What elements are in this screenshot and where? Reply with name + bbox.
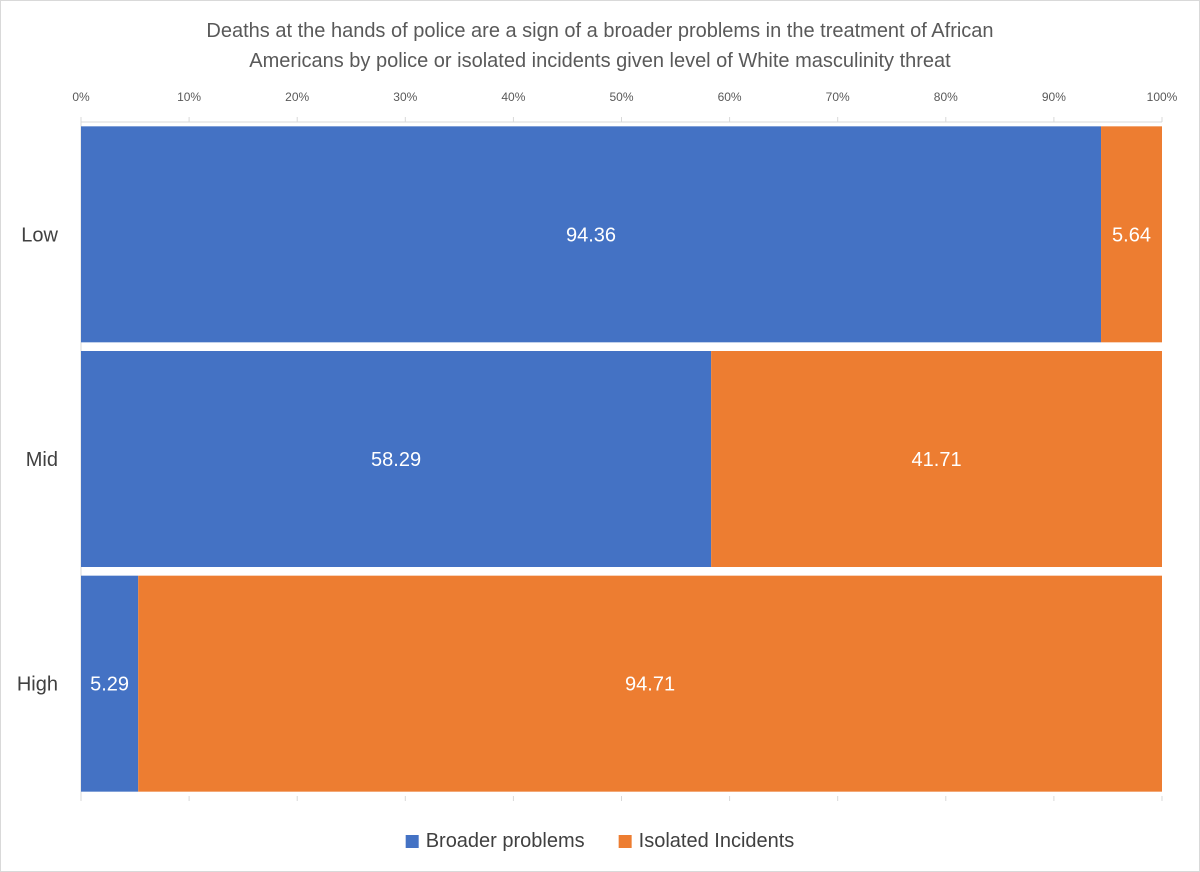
category-label: High: [17, 674, 58, 696]
x-tick-label: 100%: [1147, 90, 1178, 104]
bar-segment: [138, 575, 1162, 792]
x-tick-label: 30%: [393, 90, 417, 104]
legend-swatch: [405, 835, 419, 848]
bar-segment: [81, 126, 1102, 343]
bar-segment: [1101, 126, 1162, 343]
chart-title-line-1: Deaths at the hands of police are a sign…: [206, 20, 993, 42]
x-tick-label: 60%: [718, 90, 742, 104]
data-label: 94.71: [625, 674, 675, 696]
y-axis-categories: Low Mid High: [17, 224, 59, 695]
data-label: 58.29: [371, 449, 421, 471]
bars: 94.36 5.64 58.29 41.71 5.29 94.71: [81, 126, 1162, 792]
x-tick-label: 90%: [1042, 90, 1066, 104]
legend-label: Isolated Incidents: [639, 830, 795, 852]
x-tick-label: 40%: [501, 90, 525, 104]
legend-label: Broader problems: [426, 830, 585, 852]
category-label: Mid: [26, 449, 58, 471]
category-label: Low: [21, 224, 58, 246]
bar-segment: [711, 351, 1162, 567]
x-tick-label: 50%: [609, 90, 633, 104]
legend: Broader problems Isolated Incidents: [405, 830, 795, 852]
x-tick-label: 10%: [177, 90, 201, 104]
x-tick-label: 20%: [285, 90, 309, 104]
data-label: 41.71: [912, 449, 962, 471]
legend-item: Isolated Incidents: [618, 830, 795, 852]
chart-title: Deaths at the hands of police are a sign…: [206, 20, 993, 72]
bar-segment: [81, 575, 139, 792]
bar-segment: [81, 351, 712, 567]
legend-swatch: [618, 835, 632, 848]
data-label: 94.36: [566, 224, 616, 246]
x-tick-label: 80%: [934, 90, 958, 104]
data-label: 5.29: [90, 674, 129, 696]
data-label: 5.64: [1112, 224, 1151, 246]
x-tick-label: 0%: [72, 90, 90, 104]
x-tick-label: 70%: [826, 90, 850, 104]
legend-item: Broader problems: [405, 830, 585, 852]
chart-title-line-2: Americans by police or isolated incident…: [249, 50, 951, 72]
